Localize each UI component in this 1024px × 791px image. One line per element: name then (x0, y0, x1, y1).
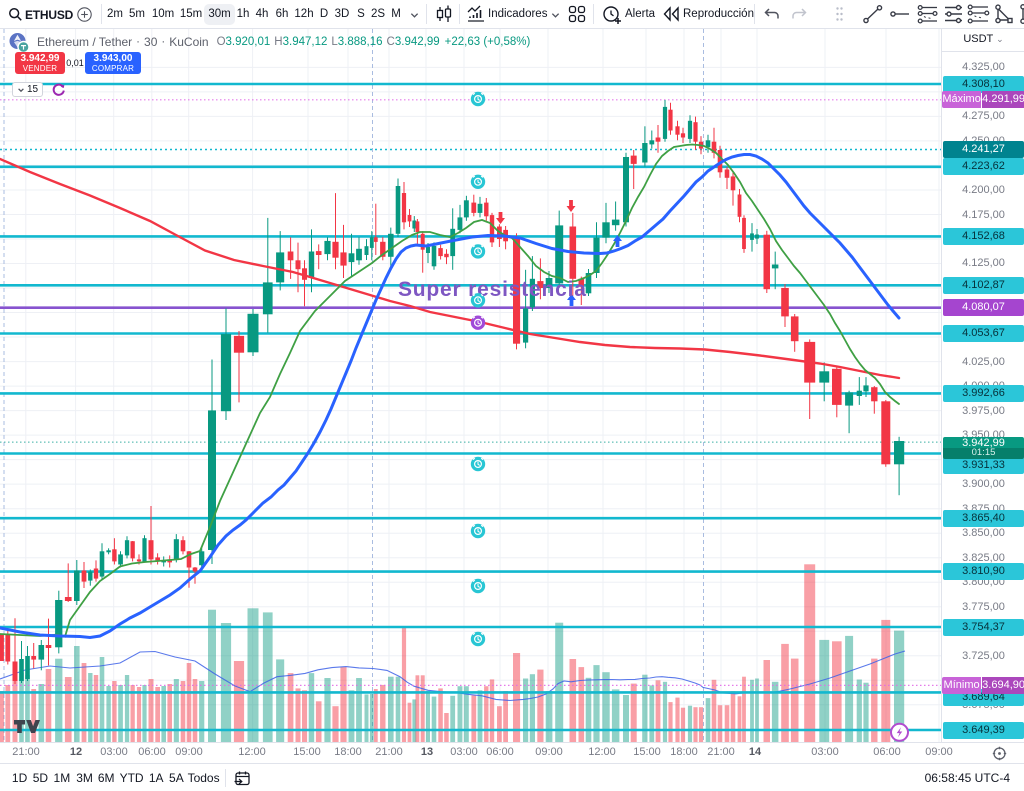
svg-text:Super resistencia: Super resistencia (398, 278, 587, 301)
